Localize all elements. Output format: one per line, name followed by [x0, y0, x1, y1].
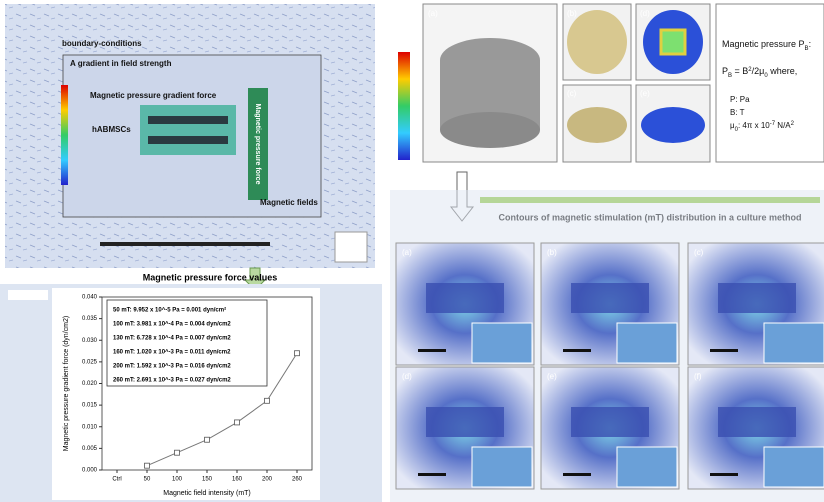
marker: [295, 351, 300, 356]
panel-label: (b): [547, 248, 557, 257]
y-tick-label: 0.040: [82, 295, 98, 301]
device: [571, 407, 649, 437]
inset: [764, 447, 824, 487]
scale-bar: [563, 349, 591, 352]
y-tick-label: 0.025: [82, 359, 98, 365]
axis-triad: [335, 232, 367, 262]
panel-label: (b): [567, 9, 577, 18]
marker: [265, 398, 270, 403]
panel-label: (c): [694, 248, 704, 257]
formula-line: P: Pa: [730, 95, 750, 104]
annotation: 200 mT: 1.592 x 10^-3 Pa = 0.016 dyn/cm2: [113, 364, 231, 370]
panel-label: (e): [640, 89, 650, 98]
x-tick-label: 200: [262, 477, 273, 483]
annotation: 130 mT: 6.728 x 10^-4 Pa = 0.007 dyn/cm2: [113, 336, 231, 342]
label: A gradient in field strength: [70, 59, 172, 68]
label: hABMSCs: [92, 125, 131, 134]
formula-part: /2μ: [752, 66, 765, 76]
y-axis-label: Magnetic pressure gradient force (dyn/cm…: [63, 316, 70, 451]
annotation: 160 mT: 1.020 x 10^-3 Pa = 0.011 dyn/cm2: [113, 350, 231, 356]
marker: [145, 463, 150, 468]
contour: [661, 30, 685, 54]
annotation: 50 mT: 9.952 x 10^-5 Pa = 0.001 dyn/cm²: [113, 307, 226, 314]
inset: [472, 323, 532, 363]
chart-title: Magnetic pressure force values: [143, 272, 278, 282]
label: Magnetic pressure gradient force: [90, 91, 217, 100]
scale-bar: [710, 349, 738, 352]
x-tick-label: 260: [292, 477, 303, 483]
formula-part: N/A: [775, 121, 791, 130]
device-layer: [148, 136, 228, 144]
label: Magnetic pressure force: [254, 104, 261, 185]
x-axis-label: Magnetic field intensity (mT): [163, 490, 251, 497]
formula-line: B: T: [730, 108, 745, 117]
annotation: 260 mT: 2.691 x 10^-3 Pa = 0.027 dyn/cm2: [113, 378, 231, 384]
device: [426, 283, 504, 313]
panel-label: (c): [567, 89, 577, 98]
blank-label: [8, 290, 48, 300]
panel-label: (d): [402, 372, 412, 381]
x-tick-label: 100: [172, 477, 183, 483]
panel-label: (e): [547, 372, 557, 381]
colorbar: [398, 52, 410, 160]
device: [140, 105, 236, 155]
figure: boundary-conditions A gradient in field …: [0, 0, 824, 502]
scale-bar: [100, 242, 270, 246]
device: [718, 283, 796, 313]
marker: [175, 450, 180, 455]
device: [426, 407, 504, 437]
x-tick-label: 150: [202, 477, 213, 483]
y-tick-label: 0.010: [82, 424, 98, 430]
annotation: 100 mT: 3.981 x 10^-4 Pa = 0.004 dyn/cm2: [113, 322, 231, 328]
device-layer: [148, 116, 228, 124]
marker: [235, 420, 240, 425]
colorbar: [61, 85, 68, 185]
dish: [567, 107, 627, 143]
formula-part: :: [809, 39, 812, 49]
formula-box: [716, 4, 824, 162]
formula-part: B: T: [730, 108, 745, 117]
scale-bar: [563, 473, 591, 476]
formula-part: where,: [768, 66, 798, 76]
y-tick-label: 0.020: [82, 381, 98, 387]
device: [718, 407, 796, 437]
x-tick-label: 50: [144, 477, 151, 483]
panel-label: (d): [640, 9, 650, 18]
x-tick-label: 160: [232, 477, 243, 483]
marker: [205, 437, 210, 442]
inset: [617, 323, 677, 363]
y-tick-label: 0.000: [82, 468, 98, 474]
formula-part: P: Pa: [730, 95, 750, 104]
contour: [641, 107, 705, 143]
scale-bar: [710, 473, 738, 476]
formula-part: Magnetic pressure P: [722, 39, 805, 49]
mesh: [440, 112, 540, 148]
dish: [567, 10, 627, 74]
y-tick-label: 0.005: [82, 446, 98, 452]
label: Magnetic fields: [260, 198, 318, 207]
y-tick-label: 0.030: [82, 338, 98, 344]
panel-label: (a): [428, 9, 438, 18]
panel-label: (a): [402, 248, 412, 257]
device: [571, 283, 649, 313]
inset: [617, 447, 677, 487]
inset: [764, 323, 824, 363]
inset: [472, 447, 532, 487]
y-tick-label: 0.015: [82, 403, 98, 409]
scale-bar: [418, 349, 446, 352]
formula-part: : 4π x 10: [738, 121, 770, 130]
formula-part: = B: [732, 66, 748, 76]
x-tick-label: Ctrl: [112, 477, 121, 483]
y-tick-label: 0.035: [82, 316, 98, 322]
scale-bar: [418, 473, 446, 476]
panel-label: (f): [694, 372, 702, 381]
label: boundary-conditions: [62, 39, 142, 48]
